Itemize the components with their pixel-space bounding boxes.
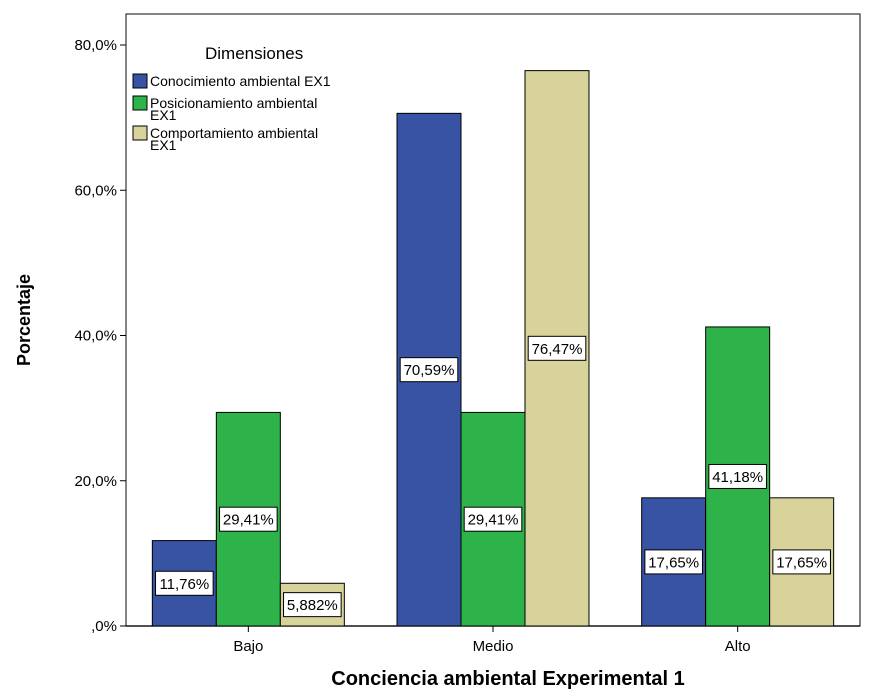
legend-swatch xyxy=(132,95,148,111)
legend-label: Comportamiento ambiental xyxy=(150,125,318,141)
data-label: 70,59% xyxy=(404,362,455,379)
data-label: 11,76% xyxy=(159,576,209,593)
data-label: 29,41% xyxy=(223,512,274,529)
legend-title: Dimensiones xyxy=(205,44,303,63)
data-label-box xyxy=(772,549,831,575)
data-label-box xyxy=(283,592,342,618)
data-label: 5,882% xyxy=(287,597,338,614)
data-label-box xyxy=(527,335,587,361)
y-tick-label: 20,0% xyxy=(74,473,117,490)
data-label: 41,18% xyxy=(712,469,763,486)
legend: Dimensiones Conocimiento ambiental EX1 Po… xyxy=(132,44,331,153)
data-label: 29,41% xyxy=(468,512,519,529)
x-axis: Bajo Medio Alto xyxy=(126,625,860,655)
data-label: 17,65% xyxy=(776,554,827,571)
legend-label: EX1 xyxy=(150,107,177,123)
legend-swatch xyxy=(132,125,148,141)
data-label-box xyxy=(644,549,703,575)
x-axis-title: Conciencia ambiental Experimental 1 xyxy=(331,668,684,689)
x-tick-label: Alto xyxy=(725,638,751,655)
data-label: 17,65% xyxy=(648,554,699,571)
y-tick-label: 40,0% xyxy=(74,328,117,345)
data-label-box xyxy=(155,570,214,596)
x-tick-label: Medio xyxy=(473,638,514,655)
legend-label: EX1 xyxy=(150,137,177,153)
y-tick-label: 60,0% xyxy=(74,182,117,199)
data-label-box xyxy=(463,506,523,532)
data-labels-group: 11,76% 70,59% 17,65% 29,41% 29,41% 41,18% 5,88… xyxy=(155,335,831,618)
y-tick-label: 80,0% xyxy=(74,37,117,54)
legend-label: Conocimiento ambiental EX1 xyxy=(150,73,331,89)
legend-label: Posicionamiento ambiental xyxy=(150,95,317,111)
data-label-box xyxy=(708,463,767,489)
legend-items: Conocimiento ambiental EX1 Posicionamient… xyxy=(132,73,331,153)
legend-swatch xyxy=(132,73,148,89)
data-label-box xyxy=(399,357,459,383)
y-axis-title: Porcentaje xyxy=(14,274,34,366)
y-tick-label: ,0% xyxy=(91,618,117,635)
y-axis: ,0% 20,0% 40,0% 60,0% 80,0% xyxy=(74,37,126,635)
x-tick-label: Bajo xyxy=(233,638,263,655)
data-label-box xyxy=(219,506,278,532)
data-label: 76,47% xyxy=(532,341,583,358)
